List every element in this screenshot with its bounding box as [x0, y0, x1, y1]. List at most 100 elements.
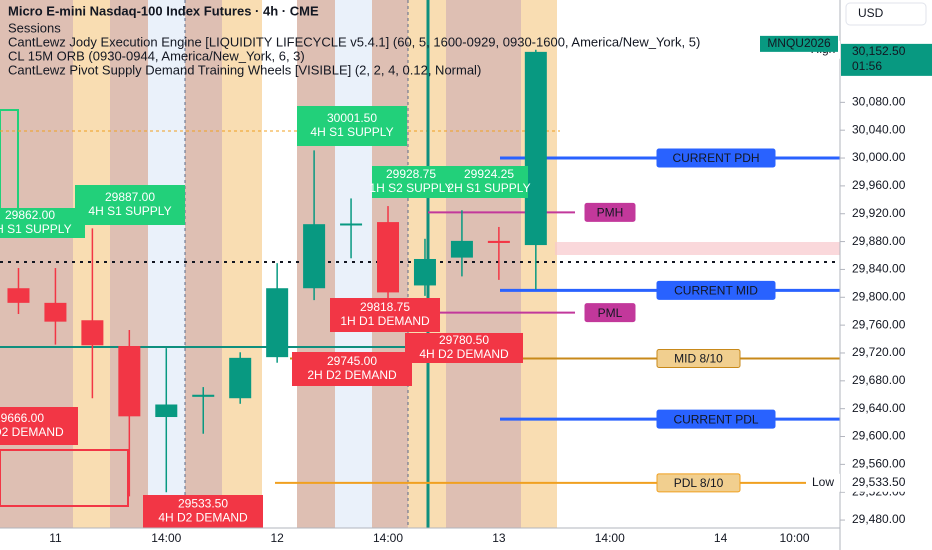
annotation-box	[330, 298, 440, 332]
symbol: MNQU2026	[767, 36, 831, 50]
annotation-text: 2H S1 SUPPLY	[0, 222, 72, 236]
y-tick-label: 29,760.00	[852, 317, 906, 331]
x-tick-label: 14	[714, 531, 728, 545]
candle-body	[340, 223, 363, 226]
y-tick-label: 29,640.00	[852, 401, 906, 415]
symbol-box	[760, 35, 838, 52]
level-label: PMH	[597, 206, 624, 220]
level-label: CURRENT PDL	[673, 412, 758, 426]
y-tick-label: 29,560.00	[852, 457, 906, 471]
y-tick-label: 29,600.00	[852, 429, 906, 443]
currency: USD	[858, 6, 884, 20]
y-tick-label: 29,480.00	[852, 512, 906, 526]
candle-body	[118, 346, 141, 417]
candle-body	[266, 288, 289, 358]
annotation-box	[372, 166, 450, 198]
level-label: MID 8/10	[674, 352, 723, 366]
zone	[0, 449, 129, 507]
annotation-box	[405, 333, 523, 363]
level-label-box	[584, 303, 636, 323]
annotation-text: 29924.25	[464, 167, 514, 181]
candle-body	[44, 302, 67, 322]
session-band	[446, 0, 521, 528]
y-tick-label: 29,920.00	[852, 206, 906, 220]
level-label: CURRENT MID	[674, 283, 758, 297]
candle-body	[192, 394, 215, 397]
annotation-box	[143, 495, 263, 528]
annotation-text: 29928.75	[386, 167, 436, 181]
candle-body	[7, 288, 30, 303]
level-label: PML	[598, 306, 623, 320]
level-label-box	[656, 349, 741, 369]
session-band	[73, 0, 110, 528]
level-label-box	[584, 202, 636, 222]
price-name: Low	[812, 475, 834, 489]
candle-body	[81, 320, 104, 346]
annotation-box	[0, 208, 85, 238]
annotation-text: 29818.75	[360, 300, 410, 314]
indicator-label: CL 15M ORB (0930-0944, America/New_York,…	[8, 48, 305, 63]
annotation-text: 29862.00	[5, 208, 55, 222]
price-name-box	[806, 473, 840, 492]
annotation-box	[292, 352, 412, 386]
candle-body	[413, 258, 436, 286]
indicator-label: Sessions	[8, 20, 61, 35]
x-tick-label: 14:00	[373, 531, 403, 545]
session-band	[335, 0, 372, 528]
y-tick-label: 30,080.00	[852, 95, 906, 109]
y-tick-label: 29,720.00	[852, 345, 906, 359]
candle-body	[303, 224, 326, 289]
price-box	[841, 43, 932, 76]
x-tick-label: 10:00	[779, 531, 809, 545]
annotation-text: 2H D2 DEMAND	[0, 425, 64, 439]
annotation-text: 29780.50	[439, 333, 489, 347]
session-band	[0, 0, 73, 528]
session-band	[222, 0, 262, 528]
level-label: PDL 8/10	[674, 476, 724, 490]
annotation-text: 30001.50	[327, 111, 377, 125]
x-tick-label: 14:00	[151, 531, 181, 545]
candle-body	[487, 240, 510, 243]
annotation-text: 2H S1 SUPPLY	[447, 181, 530, 195]
annotation-text: 29666.00	[0, 411, 44, 425]
y-tick-label: 30,040.00	[852, 122, 906, 136]
candle-body	[377, 222, 400, 293]
x-tick-label: 14:00	[595, 531, 625, 545]
annotation-text: 4H S1 SUPPLY	[88, 204, 171, 218]
y-tick-label: 30,000.00	[852, 150, 906, 164]
annotation-box	[450, 166, 528, 198]
price-label: 29,533.50	[852, 475, 906, 489]
session-band	[185, 0, 222, 528]
level-label-box	[656, 409, 776, 429]
candle-body	[155, 404, 178, 418]
candle-body	[524, 51, 547, 246]
annotation-box	[75, 185, 185, 225]
y-tick-label: 29,680.00	[852, 373, 906, 387]
y-tick-label: 29,960.00	[852, 178, 906, 192]
plot: CURRENT PDH CURRENT MID CURRENT PDL MID 8/1…	[0, 49, 840, 528]
currency-box	[845, 2, 927, 26]
annotation-text: 4H S1 SUPPLY	[310, 125, 393, 139]
price-box	[841, 473, 932, 492]
annotation-text: 29887.00	[105, 190, 155, 204]
x-tick-label: 13	[492, 531, 506, 545]
annotation-text: 4H D2 DEMAND	[419, 347, 509, 361]
zone	[555, 242, 840, 255]
level-label-box	[656, 473, 741, 493]
level-label-box	[656, 148, 776, 168]
annotation-text: 4H D2 DEMAND	[158, 511, 248, 525]
candle-body	[450, 240, 473, 258]
indicator-label: CantLewz Pivot Supply Demand Training Wh…	[8, 62, 481, 77]
y-tick-label: 29,880.00	[852, 234, 906, 248]
candle-body	[229, 357, 252, 399]
x-tick-label: 12	[270, 531, 284, 545]
annotation-box	[297, 106, 407, 146]
annotation-text: 2H D2 DEMAND	[307, 368, 397, 382]
annotation-text: 1H D1 DEMAND	[340, 314, 430, 328]
countdown: 01:56	[852, 59, 882, 73]
annotation-text: 29533.50	[178, 497, 228, 511]
level-label: CURRENT PDH	[672, 151, 759, 165]
annotation-box	[0, 407, 78, 445]
